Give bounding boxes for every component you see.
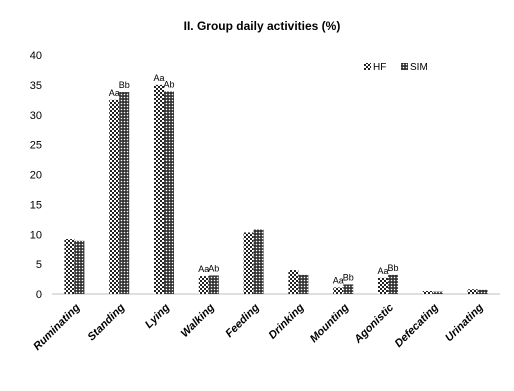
- legend-swatch-hf: [364, 63, 371, 70]
- x-tick-label: Urinating: [443, 301, 486, 344]
- bar-hf-drinking: [288, 270, 299, 294]
- y-tick-label: 25: [30, 140, 42, 152]
- bar-annotation: Aa: [198, 264, 209, 274]
- bar-hf-mounting: [333, 287, 344, 294]
- bar-sim-defecating: [432, 291, 443, 294]
- bar-annotation: Bb: [343, 272, 354, 282]
- legend-label-hf: HF: [373, 62, 386, 73]
- bar-annotation: Bb: [119, 80, 130, 90]
- y-tick-label: 40: [30, 50, 42, 62]
- y-tick-label: 0: [36, 289, 42, 301]
- bar-annotation: Aa: [377, 266, 388, 276]
- bar-hf-walking: [198, 276, 209, 294]
- x-tick-label: Defecating: [393, 301, 441, 349]
- chart-title: II. Group daily activities (%): [184, 19, 341, 33]
- bar-sim-feeding: [253, 229, 264, 294]
- x-tick-label: Feeding: [223, 301, 262, 340]
- bar-hf-feeding: [243, 232, 254, 294]
- bar-sim-ruminating: [74, 240, 85, 294]
- x-tick-label: Drinking: [266, 301, 306, 341]
- bar-hf-agonistic: [378, 277, 388, 294]
- bar-sim-standing: [119, 92, 130, 294]
- legend-label-sim: SIM: [410, 62, 428, 73]
- bar-hf-lying: [154, 84, 164, 294]
- y-axis: 0 5 10 15 20 25 30 35 40: [30, 50, 42, 301]
- x-tick-label: Lying: [143, 301, 172, 330]
- bar-hf-standing: [109, 99, 120, 294]
- x-tick-label: Standing: [86, 301, 128, 343]
- bar-sim-mounting: [343, 284, 354, 294]
- bar-hf-urinating: [467, 289, 478, 294]
- bar-annotation: Aa: [333, 275, 344, 285]
- bar-sim-drinking: [298, 274, 309, 294]
- bar-sim-walking: [208, 275, 219, 294]
- bar-annotation: Aa: [109, 88, 120, 98]
- legend: HF SIM: [364, 62, 428, 73]
- x-axis: Ruminating Standing Lying Walking Feeding Dri…: [31, 293, 500, 353]
- bar-sim-lying: [164, 91, 174, 294]
- bar-annotation: Bb: [387, 263, 398, 273]
- bars: [64, 84, 488, 294]
- x-tick-label: Walking: [179, 301, 217, 339]
- bar-annotation: Ab: [163, 79, 174, 89]
- bar-sim-agonistic: [388, 274, 398, 294]
- bar-annotation: Aa: [153, 73, 164, 83]
- y-tick-label: 10: [30, 229, 42, 241]
- x-tick-label: Ruminating: [31, 301, 82, 352]
- y-tick-label: 35: [30, 80, 42, 92]
- bar-annotation: Ab: [208, 263, 219, 273]
- y-tick-label: 5: [36, 259, 42, 271]
- bar-sim-urinating: [477, 289, 488, 294]
- x-tick-label: Mounting: [308, 301, 352, 345]
- legend-swatch-sim: [401, 63, 408, 70]
- bar-hf-ruminating: [64, 239, 75, 294]
- bar-hf-defecating: [422, 291, 433, 294]
- x-tick-label: Agonistic: [351, 302, 396, 347]
- y-tick-label: 20: [30, 170, 42, 182]
- y-tick-label: 15: [30, 199, 42, 211]
- y-tick-label: 30: [30, 110, 42, 122]
